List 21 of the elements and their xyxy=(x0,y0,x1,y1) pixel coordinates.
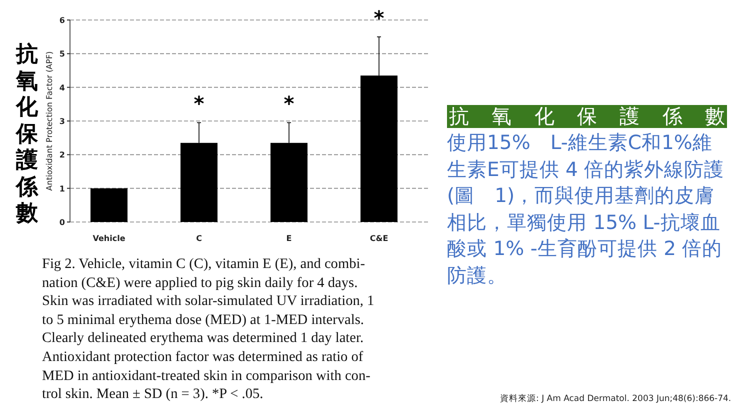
x-tick-label: Vehicle xyxy=(92,234,126,243)
x-tick-label: E xyxy=(286,234,292,243)
annotation: * xyxy=(284,92,295,116)
source-note: 資料來源: J Am Acad Dermatol. 2003 Jun;48(6):866-74. xyxy=(500,393,732,405)
x-tick-label: C xyxy=(196,234,202,243)
text: 抗 氧 化 保 護 係 數 xyxy=(447,104,727,128)
y-tick-label: 5 xyxy=(59,50,66,59)
text: 抗氧化保護係數 xyxy=(14,42,40,228)
y-tick-label: 2 xyxy=(59,150,65,160)
y-tick-label: 4 xyxy=(59,83,66,92)
annotation: * xyxy=(374,6,385,30)
x-tick-label: C&E xyxy=(370,234,388,243)
annotation: * xyxy=(194,92,205,116)
y-tick-label: 6 xyxy=(59,16,66,25)
y-axis-title: Antioxidant Protection Factor (APF) xyxy=(45,51,54,191)
text: 使用15% L-維生素C和1%維生素E可提供 4 倍的紫外線防護(圖 1)，而與使用基劑的皮膚相比，單獨使用 15% L-抗壞血酸或 1% -生育酚可提供 2 倍的防護。 xyxy=(447,130,726,288)
bar xyxy=(90,188,128,222)
y-tick-label: 0 xyxy=(59,218,66,227)
y-tick-label: 3 xyxy=(59,117,65,126)
y-tick-label: 1 xyxy=(59,184,66,194)
caption: Fig 2. Vehicle, vitamin C (C), vitamin E (E), and combi- nation (C&E) were applied to pig skin daily for 4 days. Skin was irradiated with solar-simulated UV irradiation, 1 to 5 minimal erythema dose (MED) at 1-MED intervals. Clearly delineated erythema was determined 1 day later. Antioxidant protection factor was determined as ratio of MED in antioxidant-treated skin in comparison with con- trol skin. Mean ± SD (n = 3). *P < .05. xyxy=(42,255,374,404)
